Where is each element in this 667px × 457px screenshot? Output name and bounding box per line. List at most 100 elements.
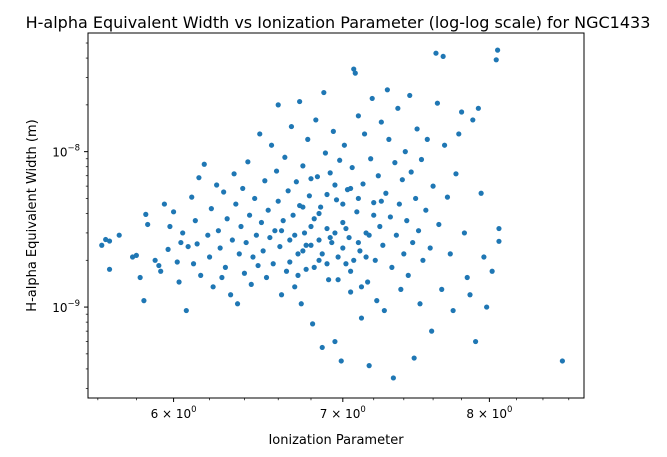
data-point xyxy=(224,216,230,222)
data-point xyxy=(262,178,268,184)
data-point xyxy=(316,257,322,263)
data-point xyxy=(335,254,341,260)
data-point xyxy=(278,228,285,234)
data-point xyxy=(319,344,325,351)
data-point xyxy=(178,239,184,246)
data-point xyxy=(196,175,202,181)
y-tick-label: 10−8 xyxy=(52,144,80,160)
data-point xyxy=(99,242,105,248)
data-point xyxy=(447,251,453,257)
data-point xyxy=(343,261,349,267)
data-point xyxy=(167,223,173,230)
data-point xyxy=(340,245,346,251)
data-point xyxy=(143,211,149,217)
data-point xyxy=(248,281,254,287)
data-point xyxy=(327,234,333,241)
data-point xyxy=(234,301,241,307)
data-point xyxy=(383,190,389,196)
data-point xyxy=(210,284,216,290)
data-point xyxy=(295,272,301,278)
data-point xyxy=(333,197,340,203)
data-point xyxy=(270,261,276,267)
data-point xyxy=(459,109,465,115)
data-point xyxy=(297,98,303,105)
data-point xyxy=(252,195,258,202)
data-point xyxy=(444,194,451,200)
data-point xyxy=(310,321,316,327)
data-point xyxy=(380,242,386,248)
data-point xyxy=(337,157,343,163)
data-point xyxy=(214,182,220,188)
plot-area-frame xyxy=(87,32,585,399)
data-point xyxy=(405,272,411,278)
data-point xyxy=(484,304,490,310)
data-point xyxy=(215,228,221,234)
data-point xyxy=(176,279,182,285)
data-point xyxy=(116,232,122,238)
data-point xyxy=(340,201,346,207)
data-point xyxy=(387,214,393,220)
data-point xyxy=(436,221,442,228)
data-point xyxy=(206,254,213,260)
data-point xyxy=(381,307,387,314)
data-point xyxy=(280,218,286,224)
data-point xyxy=(263,274,270,281)
data-point xyxy=(272,228,278,234)
data-point xyxy=(489,268,495,274)
scatter-points xyxy=(99,47,565,381)
data-point xyxy=(219,274,225,281)
data-point xyxy=(141,298,147,304)
data-point xyxy=(389,264,395,270)
data-point xyxy=(496,225,502,232)
data-point xyxy=(217,245,223,251)
chart-title: H-alpha Equivalent Width vs Ionization P… xyxy=(26,13,651,32)
y-tick-label: 10−9 xyxy=(52,299,80,315)
data-point xyxy=(222,264,228,270)
data-point xyxy=(198,272,204,278)
data-point xyxy=(355,113,361,119)
data-point xyxy=(332,338,338,345)
data-point xyxy=(420,257,426,263)
data-point xyxy=(399,177,405,183)
data-point xyxy=(332,230,338,236)
data-point xyxy=(340,219,346,226)
data-point xyxy=(357,248,363,254)
data-point xyxy=(461,230,468,236)
data-point xyxy=(189,194,195,200)
data-point xyxy=(429,328,435,334)
data-point xyxy=(300,204,306,210)
data-point xyxy=(329,239,335,246)
data-point xyxy=(354,209,360,215)
data-point xyxy=(341,142,347,148)
data-point xyxy=(165,246,171,252)
data-point xyxy=(253,232,259,238)
data-point xyxy=(156,262,162,269)
data-point xyxy=(414,126,420,132)
data-point xyxy=(229,237,235,243)
data-point xyxy=(275,198,281,204)
data-point xyxy=(303,266,309,272)
data-point xyxy=(434,100,441,106)
data-point xyxy=(290,212,296,218)
data-point xyxy=(377,223,383,230)
data-point xyxy=(300,248,306,254)
data-point xyxy=(423,207,429,213)
data-point xyxy=(241,270,248,276)
data-point xyxy=(295,251,301,257)
data-point xyxy=(316,237,322,243)
data-point xyxy=(401,251,407,257)
data-point xyxy=(233,201,239,207)
data-point xyxy=(258,219,265,226)
data-point xyxy=(318,204,324,210)
data-point xyxy=(321,89,327,96)
data-point xyxy=(348,185,354,192)
data-point xyxy=(450,307,456,314)
data-point xyxy=(275,102,281,108)
data-point xyxy=(355,195,361,202)
data-point xyxy=(327,170,333,176)
data-point xyxy=(319,251,325,257)
data-point xyxy=(133,252,139,259)
data-point xyxy=(335,277,341,283)
data-point xyxy=(374,298,380,304)
data-point xyxy=(174,259,180,265)
